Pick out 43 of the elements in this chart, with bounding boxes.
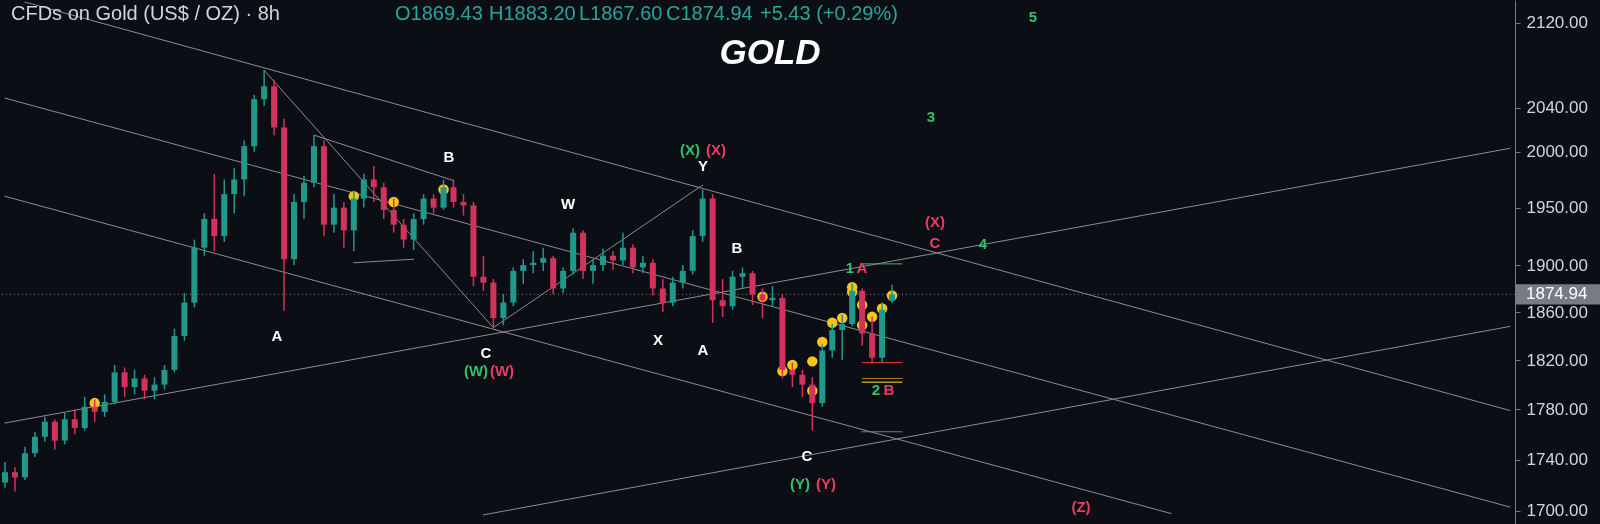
annotation: (X) bbox=[925, 213, 945, 230]
annotation: (W) bbox=[489, 362, 515, 379]
y-tick-label: 1780.00 bbox=[1526, 399, 1588, 419]
annotation: C1874.94 bbox=[666, 2, 753, 24]
annotation: 5 bbox=[1028, 8, 1038, 25]
annotation: C bbox=[801, 447, 813, 464]
y-tick-label: 2040.00 bbox=[1526, 98, 1588, 118]
y-tick-label: 1860.00 bbox=[1526, 302, 1588, 322]
annotation: B bbox=[443, 148, 455, 165]
annotation: Y bbox=[697, 157, 709, 174]
annotation: X bbox=[652, 331, 664, 348]
annotation: 2 bbox=[871, 381, 881, 398]
annotation: L1867.60 bbox=[579, 2, 663, 24]
annotation: A bbox=[271, 327, 283, 344]
annotation: B bbox=[731, 239, 743, 256]
annotation: H1883.20 bbox=[489, 2, 576, 24]
annotation: 4 bbox=[978, 235, 988, 252]
annotation: C bbox=[929, 234, 941, 251]
annotation: (Y) bbox=[790, 475, 810, 492]
ref-line-label: 1874.94 bbox=[1526, 284, 1588, 304]
annotation: (W) bbox=[463, 362, 489, 379]
annotation: C bbox=[480, 344, 492, 361]
y-tick-label: 2000.00 bbox=[1526, 142, 1588, 162]
y-tick-label: 1740.00 bbox=[1526, 450, 1588, 470]
annotation: 3 bbox=[926, 108, 936, 125]
y-tick-label: 1820.00 bbox=[1526, 350, 1588, 370]
annotation: CFDs on Gold (US$ / OZ) · 8h bbox=[11, 2, 280, 24]
annotation: (Z) bbox=[1071, 498, 1091, 515]
annotation: (Y) bbox=[816, 475, 836, 492]
y-tick-label: 1900.00 bbox=[1526, 255, 1588, 275]
annotation: +5.43 (+0.29%) bbox=[760, 2, 898, 24]
annotation: (X) bbox=[706, 141, 726, 158]
annotation: B bbox=[883, 381, 895, 398]
annotation: W bbox=[560, 195, 576, 212]
y-tick-label: 1700.00 bbox=[1526, 501, 1588, 521]
y-tick-label: 2120.00 bbox=[1526, 13, 1588, 33]
annotation: A bbox=[856, 259, 868, 276]
annotation: A bbox=[697, 341, 709, 358]
text: GOLD bbox=[719, 32, 821, 71]
annotation: (X) bbox=[680, 141, 700, 158]
annotation: O1869.43 bbox=[395, 2, 483, 24]
annotation: 1 bbox=[845, 259, 855, 276]
y-tick-label: 1950.00 bbox=[1526, 198, 1588, 218]
